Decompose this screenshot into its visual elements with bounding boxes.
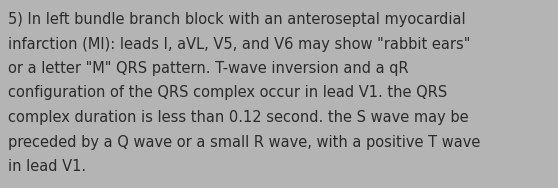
Text: or a letter "M" QRS pattern. T-wave inversion and a qR: or a letter "M" QRS pattern. T-wave inve… [8,61,408,76]
Text: 5) In left bundle branch block with an anteroseptal myocardial: 5) In left bundle branch block with an a… [8,12,465,27]
Text: preceded by a Q wave or a small R wave, with a positive T wave: preceded by a Q wave or a small R wave, … [8,134,480,149]
Text: in lead V1.: in lead V1. [8,159,86,174]
Text: configuration of the QRS complex occur in lead V1. the QRS: configuration of the QRS complex occur i… [8,86,448,101]
Text: complex duration is less than 0.12 second. the S wave may be: complex duration is less than 0.12 secon… [8,110,469,125]
Text: infarction (MI): leads I, aVL, V5, and V6 may show "rabbit ears": infarction (MI): leads I, aVL, V5, and V… [8,36,470,52]
